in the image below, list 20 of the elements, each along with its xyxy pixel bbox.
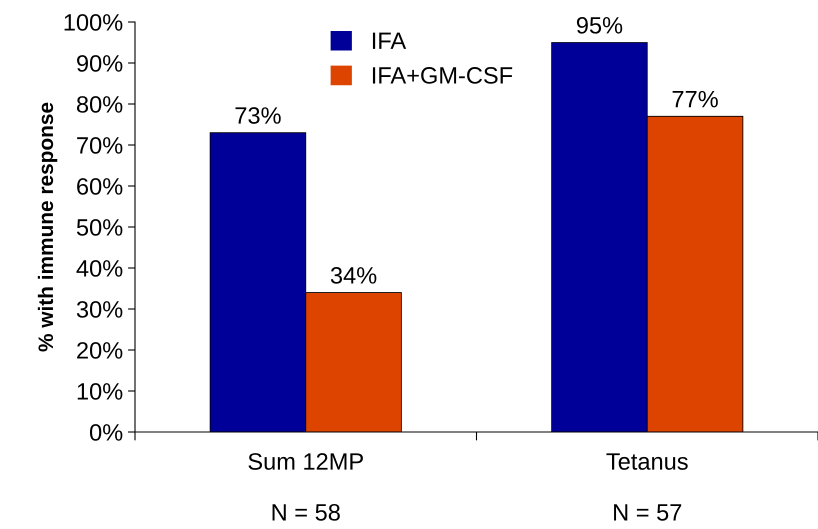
data-label: 77%: [672, 90, 718, 108]
y-tick-label: 20%: [77, 342, 122, 359]
legend-label: IFA: [372, 32, 406, 49]
category-label: Tetanus N = 57: [606, 453, 688, 521]
y-tick-label: 50%: [76, 219, 122, 236]
data-label: 95%: [576, 16, 622, 34]
y-tick-label: 30%: [76, 301, 122, 318]
y-tick-label: 90%: [77, 55, 122, 72]
category-label: Sum 12MP N = 58: [248, 453, 363, 521]
data-label: 34%: [330, 267, 376, 284]
y-tick-label: 10%: [78, 383, 122, 400]
y-tick-label: 80%: [76, 96, 122, 113]
y-axis-title: % with immune response: [38, 102, 58, 352]
y-tick-label: 100%: [64, 14, 122, 31]
y-tick-label: 60%: [77, 178, 122, 195]
legend-label: IFA+GM-CSF: [372, 67, 512, 84]
y-tick-label: 70%: [77, 137, 122, 154]
data-label: 73%: [236, 107, 281, 124]
y-tick-label: 0%: [90, 424, 122, 441]
y-tick-label: 40%: [76, 260, 122, 277]
